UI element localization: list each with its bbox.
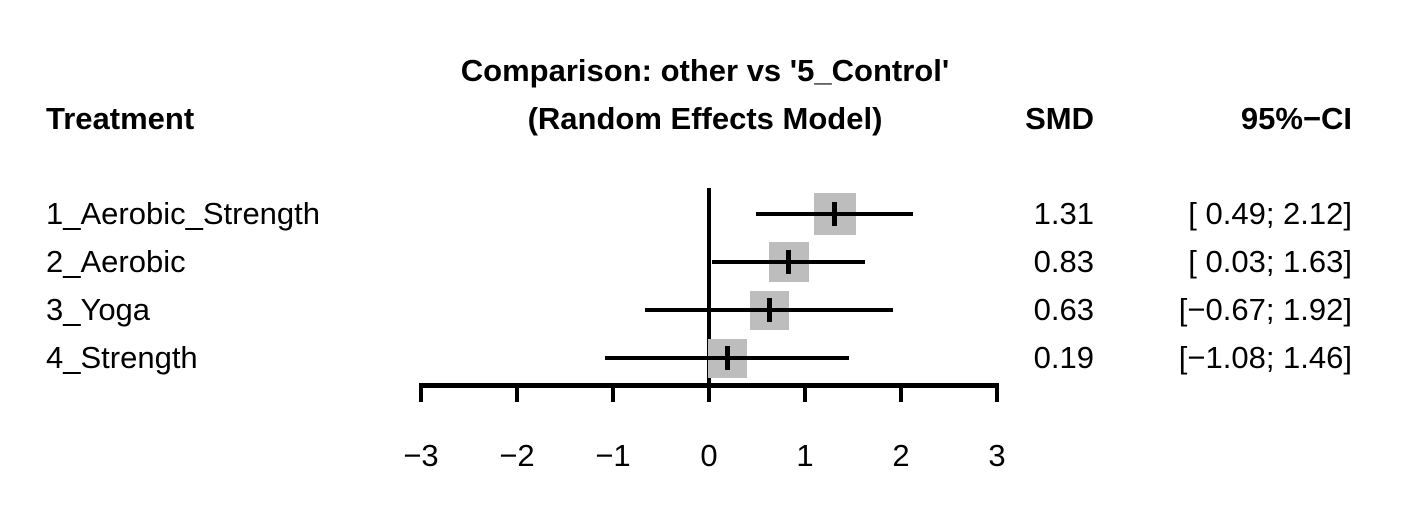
x-axis-tick-label: 3 (988, 438, 1006, 473)
point-estimate-marker (832, 202, 838, 226)
column-header-ci: 95%−CI (1240, 101, 1352, 136)
x-axis-tick (611, 387, 615, 402)
chart-title-line1: Comparison: other vs '5_Control' (460, 53, 950, 88)
x-axis-tick-label: 2 (892, 438, 910, 473)
column-header-treatment: Treatment (46, 101, 195, 136)
x-axis-tick (899, 387, 903, 402)
point-estimate-marker (766, 298, 772, 322)
smd-value: 1.31 (1033, 196, 1094, 231)
forest-row-label: 3_Yoga (46, 292, 151, 327)
chart-title-line2: (Random Effects Model) (527, 101, 883, 136)
smd-value: 0.83 (1033, 244, 1094, 279)
zero-reference-line (707, 188, 711, 388)
x-axis-tick (995, 387, 999, 402)
smd-value: 0.19 (1033, 340, 1094, 375)
x-axis-line (419, 383, 999, 388)
ci-value: [ 0.49; 2.12] (1188, 196, 1352, 231)
x-axis-tick (707, 387, 711, 402)
x-axis-tick-label: 1 (796, 438, 814, 473)
x-axis-tick (515, 387, 519, 402)
smd-value: 0.63 (1033, 292, 1094, 327)
point-estimate-marker (724, 346, 730, 370)
x-axis-tick-label: −3 (403, 438, 439, 473)
forest-row-label: 1_Aerobic_Strength (46, 196, 321, 231)
x-axis-tick-label: −2 (499, 438, 535, 473)
point-estimate-marker (786, 250, 792, 274)
forest-row-label: 2_Aerobic (46, 244, 186, 279)
forest-row-label: 4_Strength (46, 340, 198, 375)
x-axis-tick (419, 387, 423, 402)
column-header-smd: SMD (1025, 101, 1094, 136)
ci-value: [ 0.03; 1.63] (1188, 244, 1352, 279)
x-axis-tick (803, 387, 807, 402)
x-axis-tick-label: 0 (700, 438, 718, 473)
x-axis-tick-label: −1 (595, 438, 631, 473)
ci-value: [−1.08; 1.46] (1178, 340, 1352, 375)
ci-value: [−0.67; 1.92] (1178, 292, 1352, 327)
